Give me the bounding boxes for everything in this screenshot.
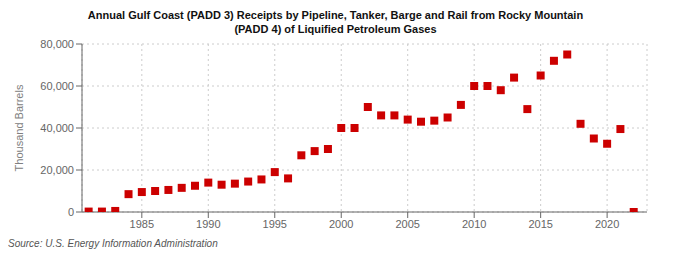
svg-text:20,000: 20,000 bbox=[40, 164, 74, 176]
svg-text:2015: 2015 bbox=[528, 218, 552, 230]
html-text:Annual Gulf Coast (PADD 3) Rec: Annual Gulf Coast (PADD 3) Receipts by P… bbox=[87, 9, 584, 21]
svg-text:2000: 2000 bbox=[329, 218, 353, 230]
svg-text:80,000: 80,000 bbox=[40, 38, 74, 50]
svg-text:1995: 1995 bbox=[263, 218, 287, 230]
svg-text:1985: 1985 bbox=[130, 218, 154, 230]
svg-text:40,000: 40,000 bbox=[40, 122, 74, 134]
svg-text:60,000: 60,000 bbox=[40, 80, 74, 92]
svg-text:0: 0 bbox=[68, 206, 74, 218]
html-text:Source: U.S. Energy Informatio: Source: U.S. Energy Information Administ… bbox=[8, 238, 218, 249]
svg-text:2010: 2010 bbox=[462, 218, 486, 230]
svg-text:1990: 1990 bbox=[196, 218, 220, 230]
svg-text:Thousand Barrels: Thousand Barrels bbox=[13, 84, 25, 171]
svg-text:2020: 2020 bbox=[595, 218, 619, 230]
html-text:(PADD 4) of Liquified Petroleu: (PADD 4) of Liquified Petroleum Gases bbox=[234, 23, 437, 35]
svg-text:2005: 2005 bbox=[395, 218, 419, 230]
